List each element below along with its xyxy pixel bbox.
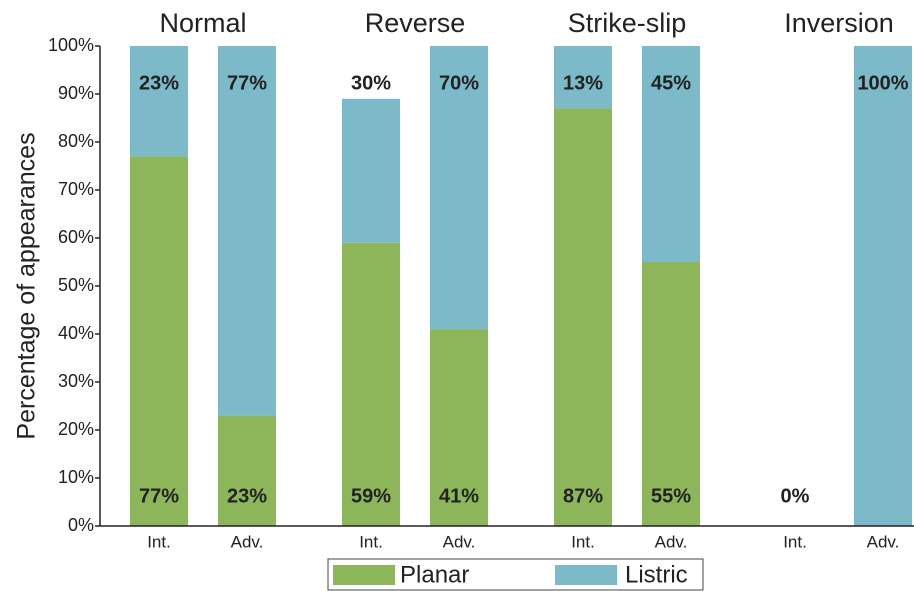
bar-segment xyxy=(642,262,700,526)
bar-segment xyxy=(218,415,276,526)
bar-segment xyxy=(218,46,276,416)
x-tick-label: Adv. xyxy=(655,532,688,551)
bar-segment xyxy=(342,98,400,243)
x-tick-label: Int. xyxy=(783,532,807,551)
bar-segment xyxy=(642,46,700,262)
y-tick-label: 20% xyxy=(58,419,94,439)
y-axis-label: Percentage of appearances xyxy=(13,132,41,439)
data-label: 23% xyxy=(227,485,267,507)
y-tick-label: 0% xyxy=(68,515,94,535)
y-tick-label: 100% xyxy=(48,35,94,55)
x-tick-label: Adv. xyxy=(867,532,900,551)
x-tick-label: Int. xyxy=(571,532,595,551)
data-label: 30% xyxy=(351,72,391,94)
y-tick-label: 50% xyxy=(58,275,94,295)
x-tick-label: Int. xyxy=(147,532,171,551)
bar-segment xyxy=(430,329,488,526)
y-tick-label: 10% xyxy=(58,467,94,487)
data-label: 13% xyxy=(563,72,603,94)
data-label: 55% xyxy=(651,485,691,507)
bar-segment xyxy=(430,46,488,330)
y-tick-label: 60% xyxy=(58,227,94,247)
y-tick-label: 30% xyxy=(58,371,94,391)
x-tick-label: Int. xyxy=(359,532,383,551)
plot-area xyxy=(130,46,912,526)
y-tick-label: 80% xyxy=(58,131,94,151)
bar-segment xyxy=(130,46,188,157)
data-label: 87% xyxy=(563,485,603,507)
data-label: 41% xyxy=(439,485,479,507)
data-label: 0% xyxy=(781,485,810,507)
data-label: 77% xyxy=(139,485,179,507)
group-title: Normal xyxy=(159,8,246,38)
data-label: 100% xyxy=(857,72,908,94)
group-title: Strike-slip xyxy=(568,8,687,38)
bar-segment xyxy=(130,156,188,526)
legend-box xyxy=(327,558,704,591)
data-label: 59% xyxy=(351,485,391,507)
bar-segment xyxy=(554,46,612,109)
x-tick-label: Adv. xyxy=(231,532,264,551)
y-tick-label: 90% xyxy=(58,83,94,103)
legend-swatch xyxy=(333,565,395,585)
y-tick-label: 40% xyxy=(58,323,94,343)
data-label: 77% xyxy=(227,72,267,94)
data-label: 45% xyxy=(651,72,691,94)
x-tick-label: Adv. xyxy=(443,532,476,551)
legend-swatch xyxy=(555,565,617,585)
bar-segment xyxy=(854,46,912,526)
bar-segment xyxy=(554,108,612,526)
group-title: Reverse xyxy=(365,8,466,38)
legend-label: Listric xyxy=(625,561,688,588)
group-title: Inversion xyxy=(784,8,894,38)
data-label: 70% xyxy=(439,72,479,94)
legend-label: Planar xyxy=(400,561,469,588)
y-tick-label: 70% xyxy=(58,179,94,199)
bar-segment xyxy=(342,242,400,526)
data-label: 23% xyxy=(139,72,179,94)
